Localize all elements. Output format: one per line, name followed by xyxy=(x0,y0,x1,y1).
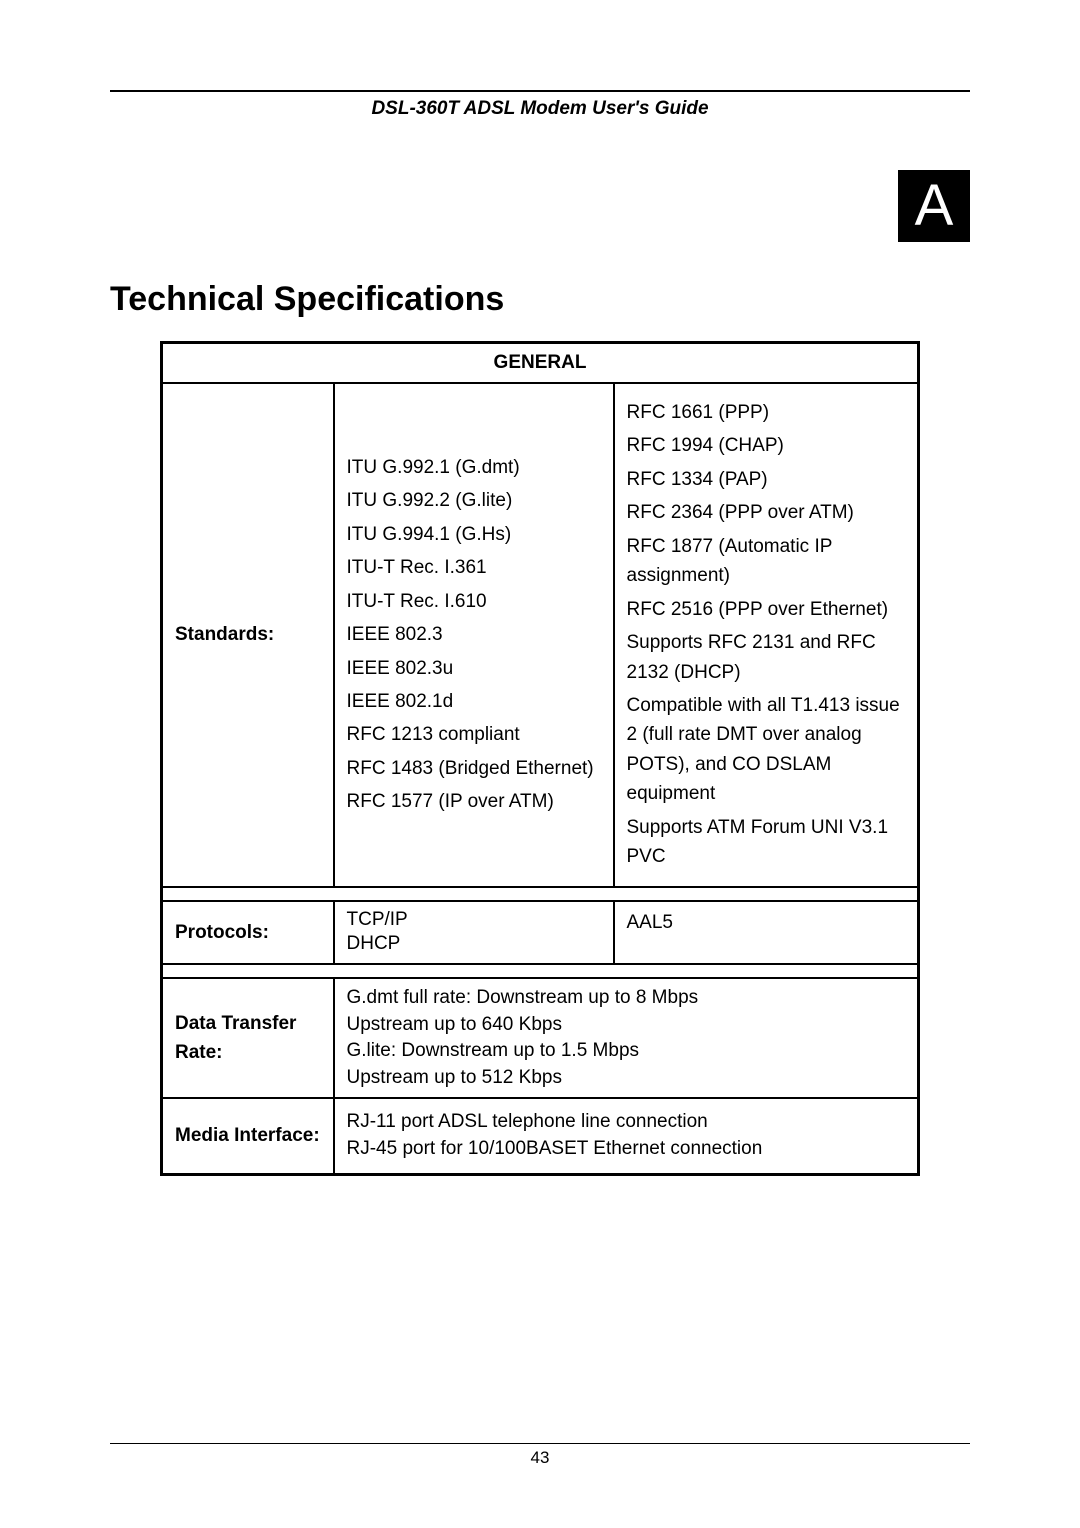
proto-item: DHCP xyxy=(347,932,601,957)
standards-row: Standards: ITU G.992.1 (G.dmt) ITU G.992… xyxy=(162,383,919,887)
table-header: GENERAL xyxy=(162,343,919,384)
dt-item: G.dmt full rate: Downstream up to 8 Mbps xyxy=(347,985,906,1012)
std-item: ITU G.994.1 (G.Hs) xyxy=(347,520,601,549)
page-number: 43 xyxy=(531,1448,550,1467)
mi-item: RJ-11 port ADSL telephone line connectio… xyxy=(347,1109,906,1136)
std-item: RFC 2364 (PPP over ATM) xyxy=(627,498,906,527)
doc-title: DSL-360T ADSL Modem User's Guide xyxy=(110,98,970,120)
protocols-col1: TCP/IP DHCP xyxy=(334,901,614,964)
std-item: IEEE 802.3 xyxy=(347,620,601,649)
std-item: RFC 1877 (Automatic IP assignment) xyxy=(627,532,906,591)
spacer-row xyxy=(162,887,919,901)
std-item: RFC 1661 (PPP) xyxy=(627,398,906,427)
std-item: RFC 1483 (Bridged Ethernet) xyxy=(347,754,601,783)
protocols-col2: AAL5 xyxy=(614,901,919,964)
spacer-row xyxy=(162,964,919,978)
mi-item: RJ-45 port for 10/100BASET Ethernet conn… xyxy=(347,1136,906,1163)
appendix-badge: A xyxy=(898,170,970,242)
std-item: ITU G.992.1 (G.dmt) xyxy=(347,453,601,482)
std-item: RFC 1334 (PAP) xyxy=(627,465,906,494)
std-item: Compatible with all T1.413 issue 2 (full… xyxy=(627,691,906,809)
media-interface-row: Media Interface: RJ-11 port ADSL telepho… xyxy=(162,1098,919,1174)
section-title: Technical Specifications xyxy=(110,280,970,319)
protocols-row: Protocols: TCP/IP DHCP AAL5 xyxy=(162,901,919,964)
std-item: RFC 1577 (IP over ATM) xyxy=(347,787,601,816)
std-item: IEEE 802.1d xyxy=(347,687,601,716)
data-transfer-row: Data Transfer Rate: G.dmt full rate: Dow… xyxy=(162,978,919,1098)
standards-label: Standards: xyxy=(162,383,334,887)
dt-item: Upstream up to 640 Kbps xyxy=(347,1012,906,1039)
proto-item: TCP/IP xyxy=(347,908,601,933)
dt-item: G.lite: Downstream up to 1.5 Mbps xyxy=(347,1038,906,1065)
standards-col1: ITU G.992.1 (G.dmt) ITU G.992.2 (G.lite)… xyxy=(334,383,614,887)
std-item: RFC 1994 (CHAP) xyxy=(627,431,906,460)
data-transfer-label: Data Transfer Rate: xyxy=(162,978,334,1098)
page-footer: 43 xyxy=(110,1443,970,1468)
table-header-row: GENERAL xyxy=(162,343,919,384)
protocols-label: Protocols: xyxy=(162,901,334,964)
std-item: Supports ATM Forum UNI V3.1 PVC xyxy=(627,813,906,872)
std-item: RFC 2516 (PPP over Ethernet) xyxy=(627,595,906,624)
footer-rule xyxy=(110,1443,970,1444)
std-item: ITU-T Rec. I.610 xyxy=(347,587,601,616)
std-item: IEEE 802.3u xyxy=(347,654,601,683)
spec-table: GENERAL Standards: ITU G.992.1 (G.dmt) I… xyxy=(160,341,920,1176)
proto-item: AAL5 xyxy=(627,908,906,937)
dt-item: Upstream up to 512 Kbps xyxy=(347,1065,906,1092)
std-item: ITU G.992.2 (G.lite) xyxy=(347,486,601,515)
data-transfer-values: G.dmt full rate: Downstream up to 8 Mbps… xyxy=(334,978,919,1098)
media-interface-values: RJ-11 port ADSL telephone line connectio… xyxy=(334,1098,919,1174)
std-item: ITU-T Rec. I.361 xyxy=(347,553,601,582)
standards-col2: RFC 1661 (PPP) RFC 1994 (CHAP) RFC 1334 … xyxy=(614,383,919,887)
std-item: Supports RFC 2131 and RFC 2132 (DHCP) xyxy=(627,628,906,687)
std-item: RFC 1213 compliant xyxy=(347,720,601,749)
media-interface-label: Media Interface: xyxy=(162,1098,334,1174)
header-rule xyxy=(110,90,970,92)
document-page: DSL-360T ADSL Modem User's Guide A Techn… xyxy=(0,0,1080,1236)
